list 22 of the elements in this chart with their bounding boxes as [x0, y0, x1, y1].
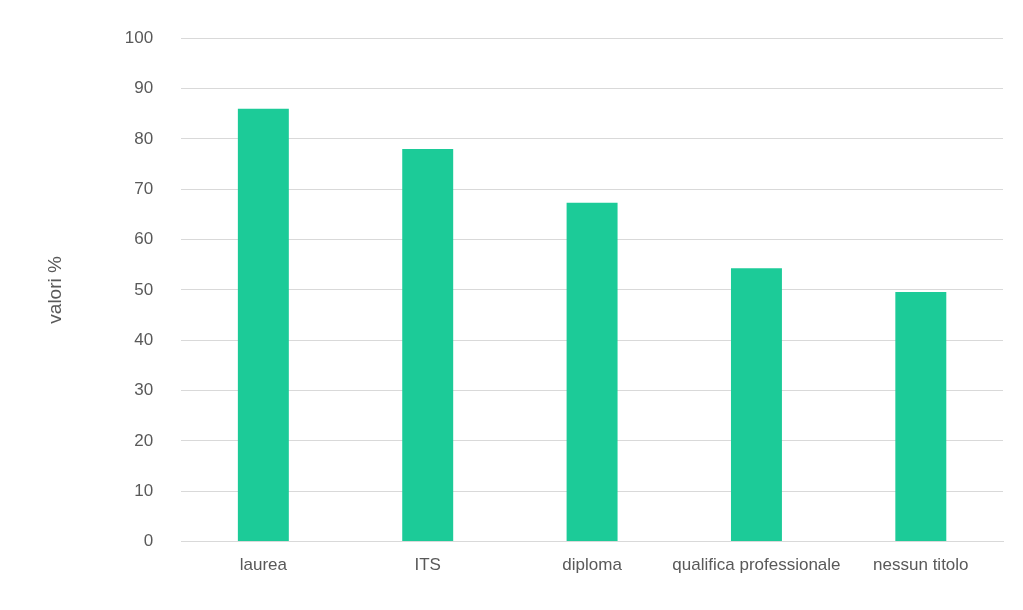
bar [402, 148, 454, 542]
bar [895, 291, 947, 542]
bar [730, 268, 782, 542]
y-tick-label: 50 [134, 279, 154, 299]
x-tick-label: laurea [239, 555, 288, 575]
x-tick-label: ITS [414, 555, 441, 575]
x-tick-label: qualifica professionale [672, 555, 841, 575]
x-tick-label: nessun titolo [873, 555, 969, 575]
y-tick-label: 70 [134, 178, 154, 198]
y-tick-label: 90 [134, 78, 154, 98]
bar [566, 202, 618, 542]
y-tick-label: 10 [134, 480, 154, 500]
y-tick-label: 80 [134, 128, 154, 148]
y-axis-title: valori % [43, 256, 65, 324]
y-tick-label: 100 [124, 27, 154, 47]
y-tick-label: 0 [143, 531, 154, 551]
y-tick-label: 20 [134, 430, 154, 450]
y-tick-label: 30 [134, 380, 154, 400]
bar [237, 108, 289, 542]
y-tick-label: 40 [134, 329, 154, 349]
x-tick-label: diploma [562, 555, 623, 575]
y-tick-label: 60 [134, 229, 154, 249]
